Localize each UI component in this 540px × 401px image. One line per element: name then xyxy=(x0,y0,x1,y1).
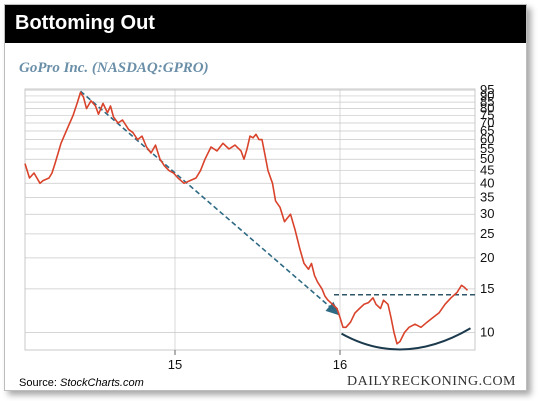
rounded-bottom-curve xyxy=(341,327,472,351)
y-tick-label: 50 xyxy=(480,151,494,166)
annotation-layer xyxy=(79,90,475,351)
chart-subtitle: GoPro Inc. (NASDAQ:GPRO) xyxy=(19,60,209,76)
y-tick-label: 25 xyxy=(480,226,494,241)
y-tick-label: 75 xyxy=(480,108,494,123)
y-tick-label: 95 xyxy=(480,82,494,97)
y-tick-label: 80 xyxy=(480,101,494,116)
source-credit: Source: StockCharts.com xyxy=(19,377,144,389)
chart-frame: Bottoming Out GoPro Inc. (NASDAQ:GPRO) 1… xyxy=(4,4,527,391)
y-tick-label: 70 xyxy=(480,115,494,130)
price-series-line xyxy=(24,91,469,345)
y-tick-label: 65 xyxy=(480,123,494,138)
series-layer xyxy=(24,91,469,345)
y-tick-label: 60 xyxy=(480,132,494,147)
y-tick-label: 15 xyxy=(480,281,494,296)
x-tick-label: 15 xyxy=(168,357,182,372)
axis-layer xyxy=(24,88,476,355)
y-tick-label: 55 xyxy=(480,141,494,156)
y-tick-label: 45 xyxy=(480,163,494,178)
header-bar: Bottoming Out xyxy=(5,5,526,43)
y-tick-label: 20 xyxy=(480,250,494,265)
downtrend-dashed-line xyxy=(79,90,338,314)
x-tick-labels: 15 16 xyxy=(168,357,347,372)
y-tick-label: 40 xyxy=(480,175,494,190)
brand-watermark: DAILYRECKONING.COM xyxy=(347,374,516,389)
y-tick-label: 10 xyxy=(480,325,494,340)
y-tick-label: 35 xyxy=(480,190,494,205)
header-title: Bottoming Out xyxy=(15,12,155,34)
downtrend-arrowhead xyxy=(325,301,341,316)
source-label: Source: xyxy=(19,377,57,389)
plot-border xyxy=(24,88,476,351)
source-name: StockCharts.com xyxy=(59,377,144,389)
y-tick-label: 90 xyxy=(480,88,494,103)
grid-layer xyxy=(25,89,475,350)
x-tick-label: 16 xyxy=(333,357,347,372)
y-tick-label: 30 xyxy=(480,206,494,221)
y-tick-label: 85 xyxy=(480,94,494,109)
